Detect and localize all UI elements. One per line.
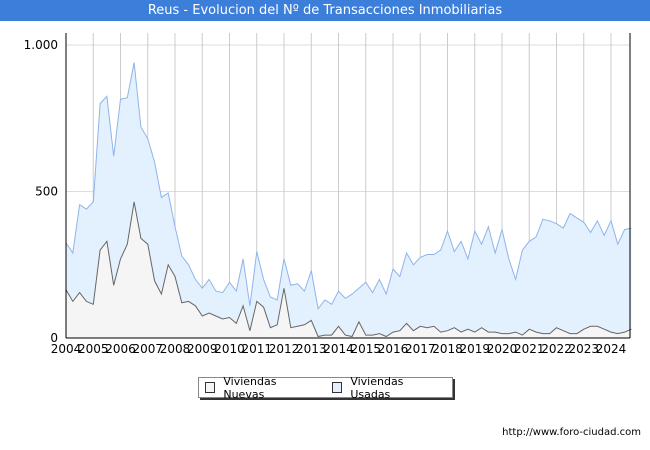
- x-tick-label: 2011: [241, 342, 272, 356]
- y-tick-label: 500: [35, 185, 58, 199]
- y-tick-label: 1.000: [24, 38, 58, 52]
- x-tick-label: 2005: [78, 342, 109, 356]
- x-tick-label: 2021: [514, 342, 545, 356]
- legend: Viviendas Nuevas Viviendas Usadas: [198, 374, 453, 401]
- x-tick-label: 2019: [459, 342, 490, 356]
- x-tick-label: 2014: [323, 342, 354, 356]
- x-tick-label: 2015: [350, 342, 381, 356]
- legend-swatch-usadas: [331, 382, 343, 393]
- series-area-nuevas: [66, 201, 632, 338]
- legend-item-usadas: Viviendas Usadas: [331, 374, 440, 401]
- legend-label-usadas: Viviendas Usadas: [350, 374, 404, 401]
- x-tick-label: 2024: [596, 342, 627, 356]
- x-tick-label: 2020: [487, 342, 518, 356]
- series-area-usadas: [66, 62, 632, 338]
- x-tick-label: 2008: [160, 342, 191, 356]
- x-tick-label: 2023: [568, 342, 599, 356]
- x-tick-label: 2007: [132, 342, 163, 356]
- x-tick-label: 2010: [214, 342, 245, 356]
- x-tick-label: 2006: [105, 342, 136, 356]
- x-tick-label: 2012: [269, 342, 300, 356]
- legend-swatch-nuevas: [205, 382, 216, 393]
- x-tick-label: 2018: [432, 342, 463, 356]
- x-tick-label: 2009: [187, 342, 218, 356]
- y-tick-label: 0: [50, 331, 58, 345]
- footer-url[interactable]: http://www.foro-ciudad.com: [502, 427, 641, 438]
- legend-item-nuevas: Viviendas Nuevas: [205, 375, 314, 401]
- chart-title: Reus - Evolucion del Nº de Transacciones…: [0, 0, 650, 21]
- x-tick-label: 2013: [296, 342, 327, 356]
- series-line-nuevas: [65, 201, 632, 338]
- x-tick-label: 2016: [378, 342, 409, 356]
- x-tick-label: 2004: [51, 342, 82, 356]
- x-tick-label: 2022: [541, 342, 572, 356]
- series-line-usadas: [65, 62, 632, 310]
- legend-label-nuevas: Viviendas Nuevas: [223, 374, 277, 401]
- x-tick-label: 2017: [405, 342, 436, 356]
